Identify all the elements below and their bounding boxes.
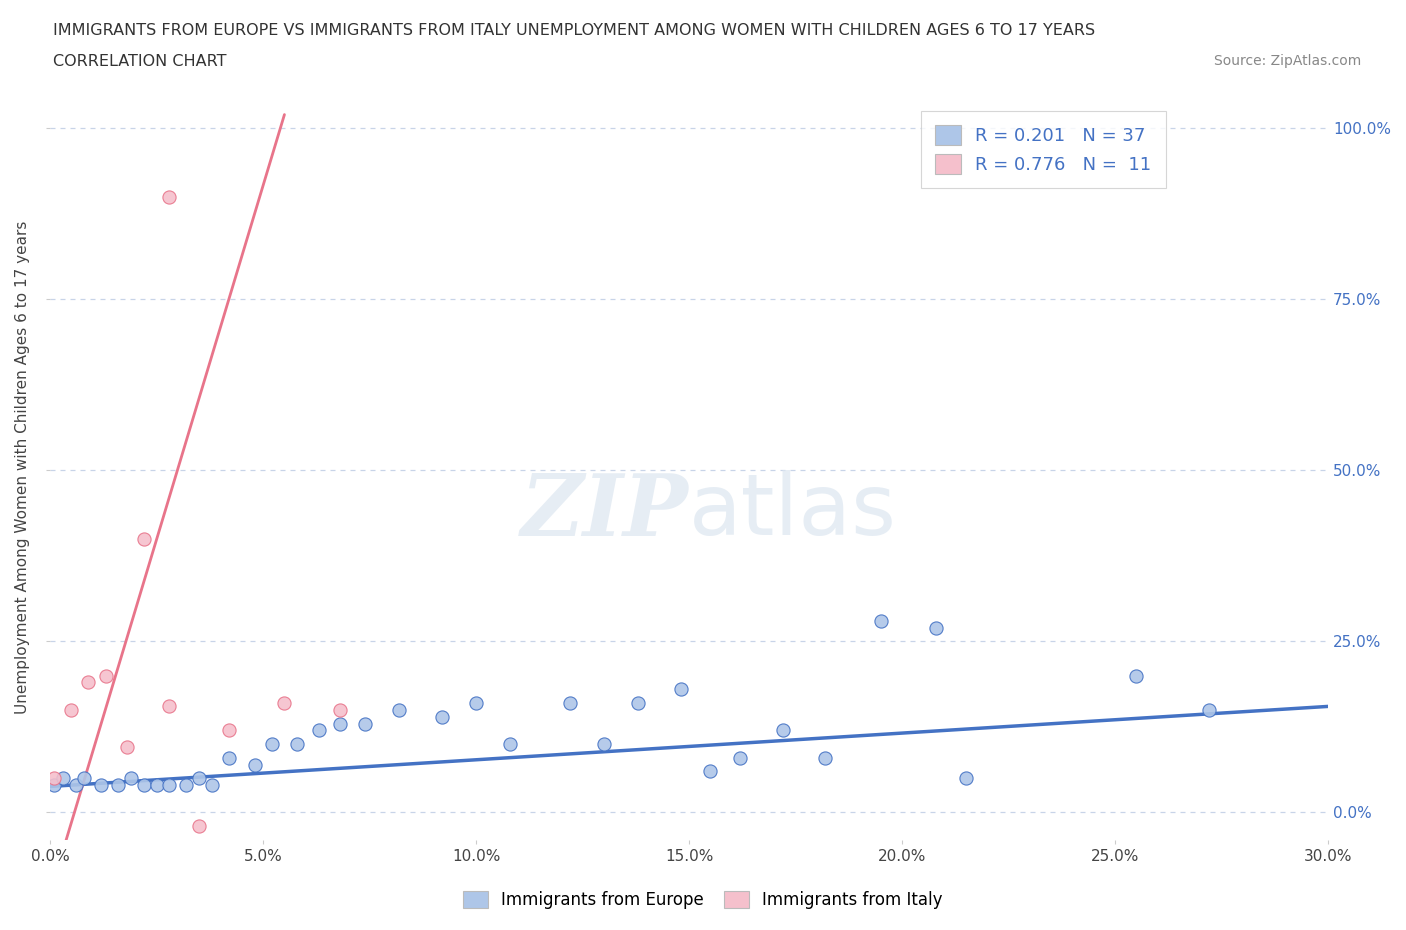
Point <box>329 702 352 717</box>
Point <box>60 702 83 717</box>
Point <box>465 696 488 711</box>
Point <box>243 757 266 772</box>
Point <box>814 751 837 765</box>
Point <box>728 751 751 765</box>
Point <box>558 696 581 711</box>
Point <box>285 737 308 751</box>
Point <box>388 702 411 717</box>
Text: IMMIGRANTS FROM EUROPE VS IMMIGRANTS FROM ITALY UNEMPLOYMENT AMONG WOMEN WITH CH: IMMIGRANTS FROM EUROPE VS IMMIGRANTS FRO… <box>53 23 1095 38</box>
Y-axis label: Unemployment Among Women with Children Ages 6 to 17 years: Unemployment Among Women with Children A… <box>15 220 30 713</box>
Point <box>1125 668 1147 683</box>
Point <box>669 682 692 697</box>
Point <box>699 764 721 778</box>
Text: ZIP: ZIP <box>522 470 689 553</box>
Point <box>593 737 616 751</box>
Legend: Immigrants from Europe, Immigrants from Italy: Immigrants from Europe, Immigrants from … <box>454 883 952 917</box>
Point <box>52 771 75 786</box>
Point <box>157 699 180 714</box>
Point <box>273 696 295 711</box>
Point <box>115 740 138 755</box>
Point <box>354 716 377 731</box>
Point <box>955 771 977 786</box>
Point <box>627 696 650 711</box>
Point <box>1198 702 1220 717</box>
Point <box>925 620 948 635</box>
Point <box>157 777 180 792</box>
Text: CORRELATION CHART: CORRELATION CHART <box>53 54 226 69</box>
Point <box>260 737 283 751</box>
Point <box>308 723 330 737</box>
Point <box>201 777 224 792</box>
Point <box>218 751 240 765</box>
Point <box>132 531 155 546</box>
Point <box>188 818 211 833</box>
Point <box>218 723 240 737</box>
Point <box>44 777 66 792</box>
Text: atlas: atlas <box>689 471 897 553</box>
Point <box>132 777 155 792</box>
Point <box>176 777 198 792</box>
Point <box>145 777 167 792</box>
Text: Source: ZipAtlas.com: Source: ZipAtlas.com <box>1213 54 1361 68</box>
Point <box>329 716 352 731</box>
Point <box>120 771 142 786</box>
Point <box>90 777 112 792</box>
Point <box>107 777 129 792</box>
Point <box>77 675 100 690</box>
Point <box>869 614 891 629</box>
Point <box>430 710 453 724</box>
Point <box>94 668 117 683</box>
Point <box>65 777 87 792</box>
Point <box>772 723 794 737</box>
Point <box>44 771 66 786</box>
Point <box>499 737 522 751</box>
Point <box>157 189 180 204</box>
Point <box>188 771 211 786</box>
Point <box>73 771 96 786</box>
Legend: R = 0.201   N = 37, R = 0.776   N =  11: R = 0.201 N = 37, R = 0.776 N = 11 <box>921 111 1166 188</box>
